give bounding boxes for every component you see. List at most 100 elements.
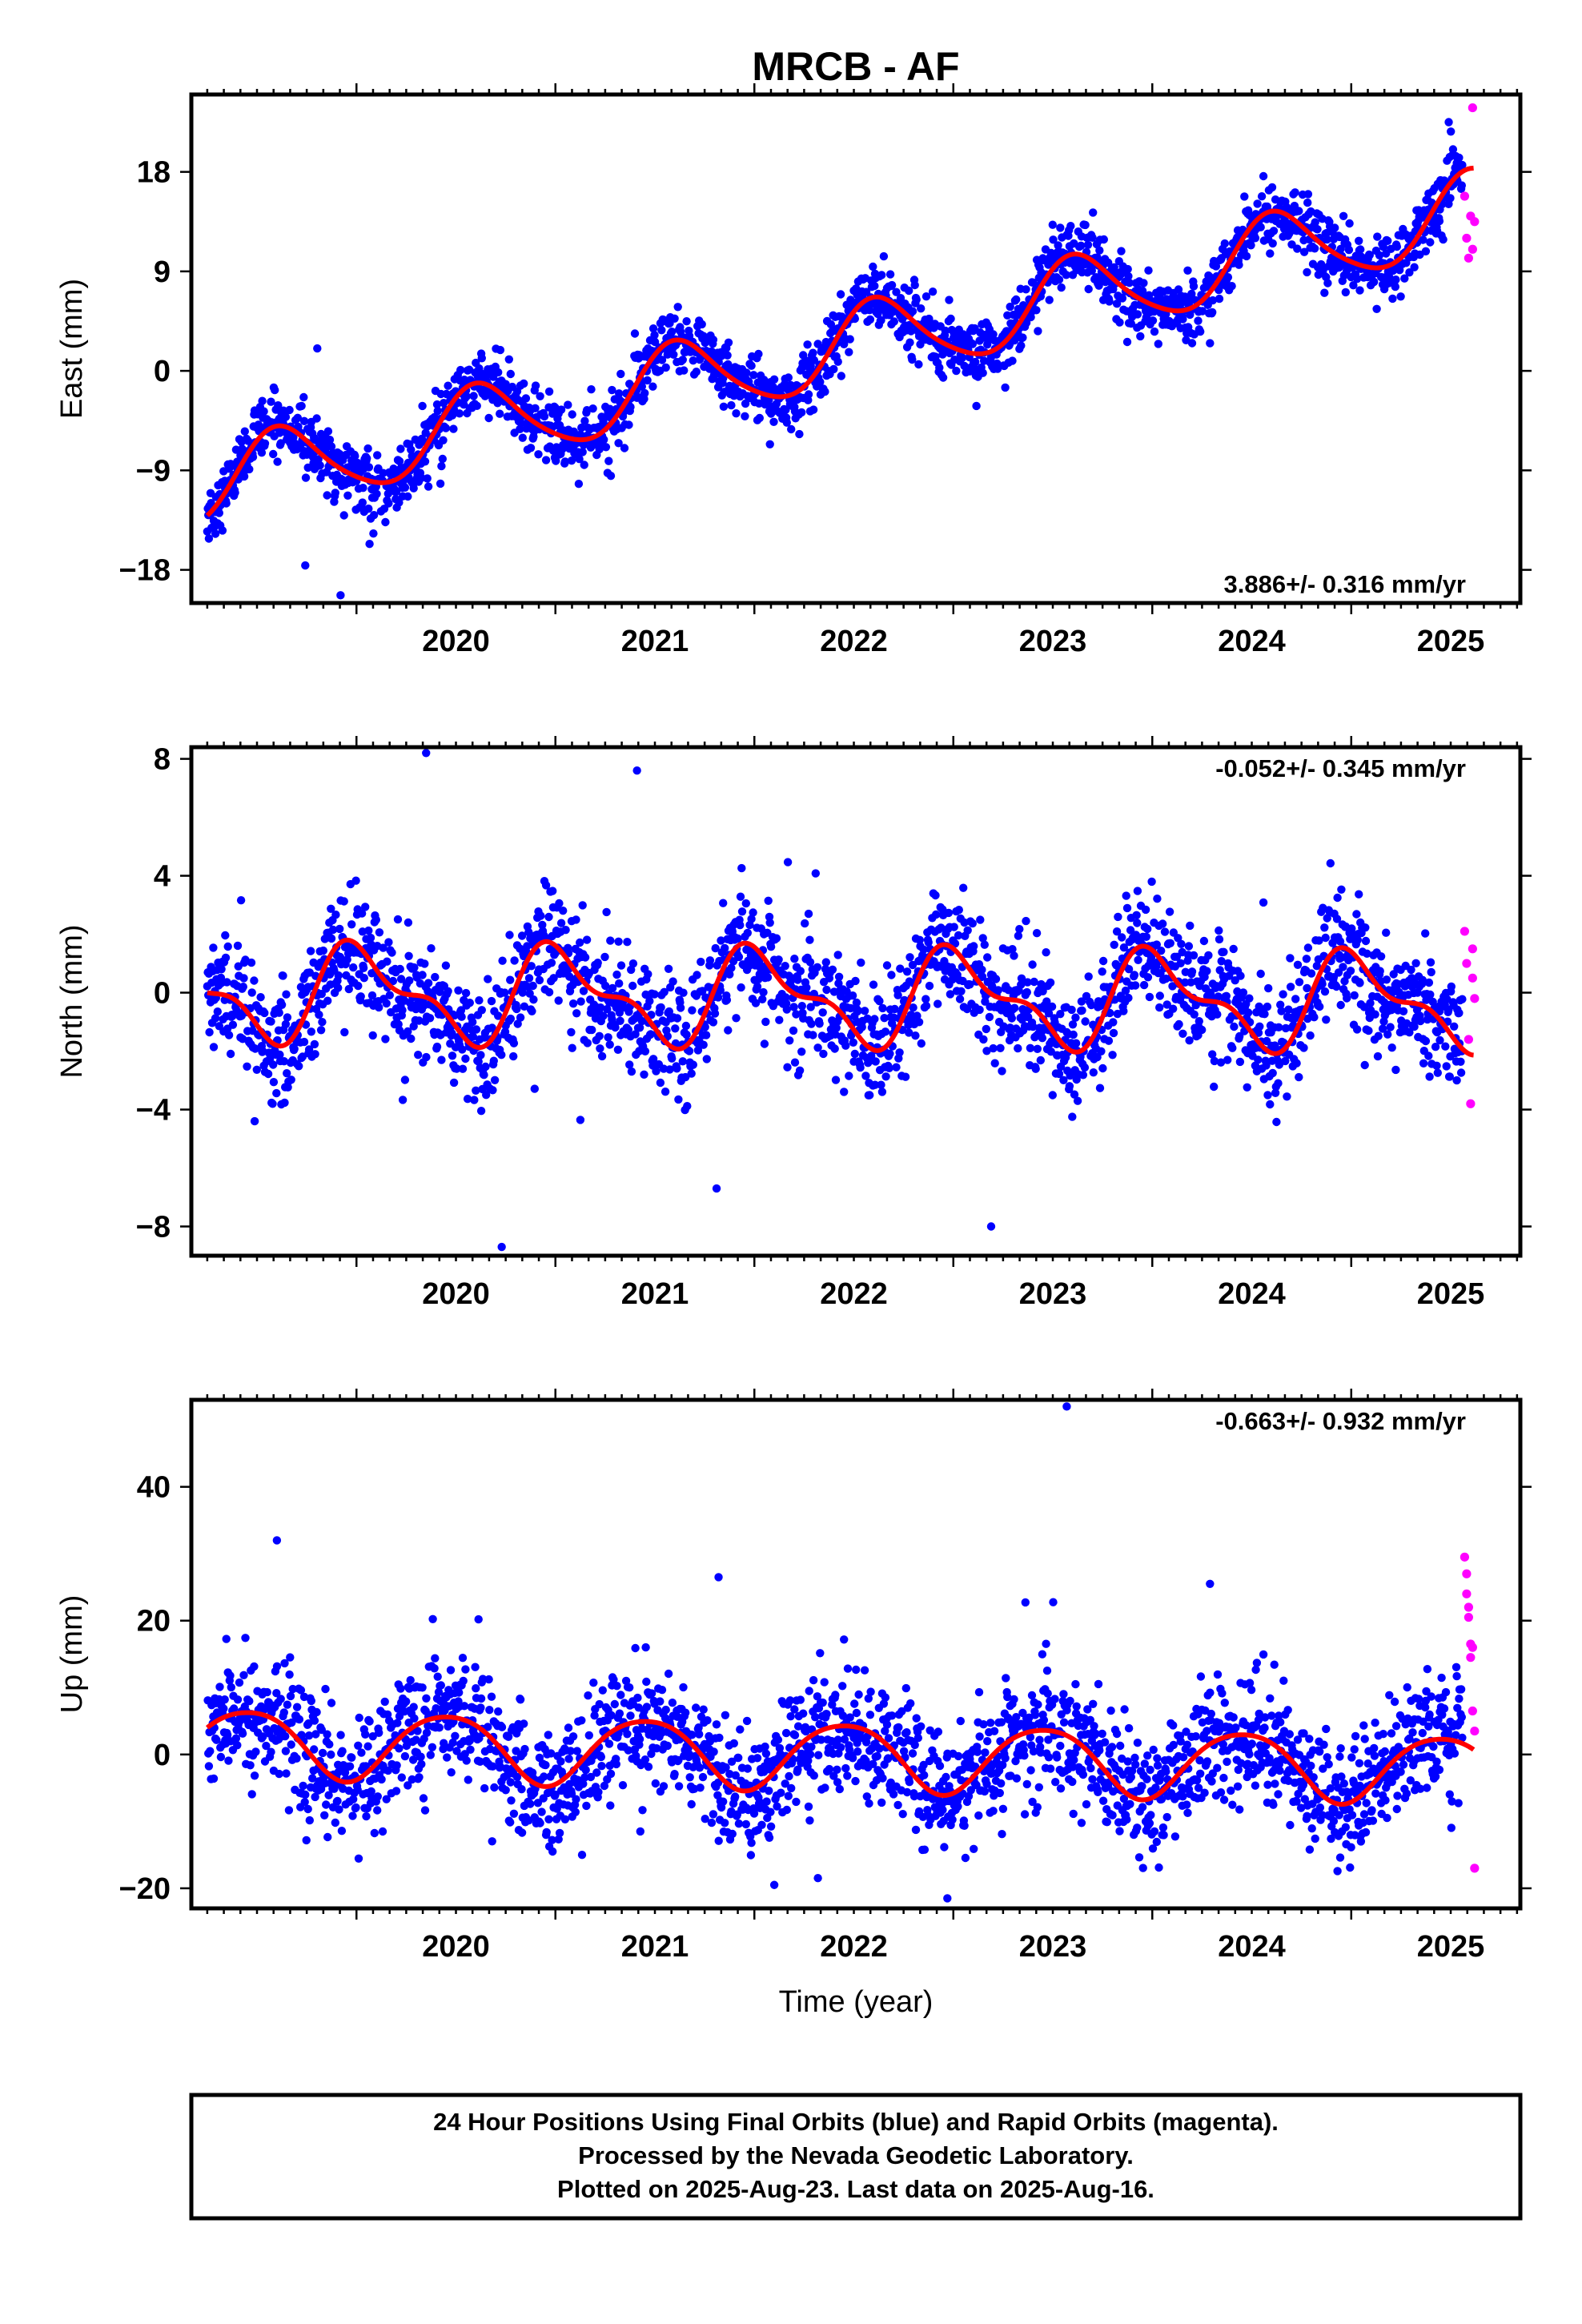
- final-point: [1196, 327, 1205, 336]
- final-point: [628, 981, 637, 991]
- final-point: [893, 991, 902, 999]
- final-point: [1235, 260, 1243, 269]
- final-point: [616, 1016, 624, 1026]
- final-point: [852, 998, 861, 1007]
- final-point: [221, 953, 231, 963]
- final-point: [606, 472, 616, 480]
- final-point: [1150, 327, 1159, 336]
- final-point: [295, 1062, 303, 1071]
- final-point: [1331, 223, 1339, 232]
- final-point: [805, 935, 814, 944]
- final-point: [531, 404, 540, 412]
- final-point: [850, 1049, 860, 1059]
- final-point: [327, 934, 336, 943]
- final-point: [640, 1070, 648, 1080]
- final-point: [574, 480, 584, 489]
- final-point: [968, 340, 978, 348]
- final-point: [315, 461, 324, 470]
- final-point: [327, 1750, 335, 1759]
- final-point: [1452, 1076, 1461, 1085]
- final-point: [215, 1683, 224, 1691]
- final-point: [834, 972, 844, 982]
- final-point: [334, 983, 343, 992]
- final-point: [1191, 1001, 1200, 1010]
- final-point: [680, 366, 689, 375]
- final-point: [1056, 1010, 1065, 1019]
- x-axis: 2020 2021 2022 2023 2024 2025: [206, 736, 1519, 1311]
- final-point: [260, 439, 270, 448]
- final-point: [1441, 1042, 1450, 1051]
- final-point: [323, 996, 332, 1005]
- final-point: [373, 451, 382, 460]
- final-point: [860, 1007, 869, 1015]
- final-point: [685, 1047, 694, 1055]
- final-point: [761, 1017, 770, 1027]
- final-point: [698, 987, 707, 995]
- final-point: [239, 974, 248, 983]
- final-point: [1339, 963, 1347, 971]
- final-point: [1144, 266, 1153, 275]
- final-point: [396, 975, 406, 983]
- final-point: [496, 409, 504, 418]
- final-point: [476, 1107, 486, 1116]
- final-point: [320, 1811, 329, 1819]
- final-point: [345, 1762, 355, 1771]
- final-point: [279, 971, 287, 980]
- final-point: [595, 1031, 604, 1041]
- final-point: [481, 1062, 490, 1072]
- final-point: [323, 427, 333, 436]
- final-point: [813, 340, 822, 348]
- final-point: [1318, 979, 1327, 988]
- final-point: [1133, 887, 1142, 895]
- final-point: [646, 1030, 655, 1039]
- final-point: [946, 314, 955, 324]
- final-point: [299, 1781, 307, 1791]
- final-point: [367, 991, 377, 1000]
- final-point: [1014, 1043, 1022, 1053]
- final-point: [422, 1052, 431, 1062]
- final-point: [1263, 1002, 1272, 1011]
- final-point: [331, 911, 340, 919]
- final-point: [917, 304, 926, 313]
- rapid-orbit-points: [1460, 927, 1480, 1108]
- final-point: [239, 472, 249, 481]
- final-point: [877, 271, 886, 279]
- final-point: [1028, 960, 1037, 969]
- final-point: [861, 1072, 870, 1080]
- final-point: [719, 899, 728, 907]
- final-point: [1131, 981, 1140, 990]
- plot-area: [203, 1402, 1480, 1903]
- final-point: [536, 911, 545, 920]
- final-point: [313, 344, 322, 353]
- final-point: [263, 1687, 271, 1697]
- final-point: [709, 1018, 718, 1027]
- final-point: [333, 1796, 342, 1806]
- final-point: [613, 1045, 623, 1055]
- final-point: [1110, 940, 1118, 950]
- final-point: [547, 959, 556, 967]
- final-point: [355, 1713, 363, 1723]
- final-point: [982, 1047, 991, 1055]
- final-point: [702, 1055, 711, 1063]
- final-point: [1139, 279, 1148, 287]
- final-point: [336, 1731, 345, 1739]
- x-tick-label: 2021: [621, 1277, 689, 1311]
- final-point: [307, 1696, 315, 1706]
- final-point: [340, 1027, 349, 1037]
- final-point: [1399, 1007, 1408, 1016]
- final-point: [337, 1827, 347, 1835]
- final-point: [449, 1078, 459, 1088]
- final-point: [396, 444, 405, 453]
- final-point: [1049, 235, 1058, 244]
- final-point: [1240, 192, 1249, 201]
- final-point: [1056, 223, 1065, 232]
- final-point: [1223, 1055, 1232, 1064]
- final-point: [501, 380, 510, 388]
- final-point: [1372, 304, 1381, 313]
- final-point: [781, 405, 790, 414]
- final-point: [371, 915, 380, 924]
- final-point: [284, 1806, 294, 1815]
- final-point: [1373, 1051, 1383, 1061]
- final-point: [678, 1057, 687, 1066]
- final-point: [448, 1029, 456, 1038]
